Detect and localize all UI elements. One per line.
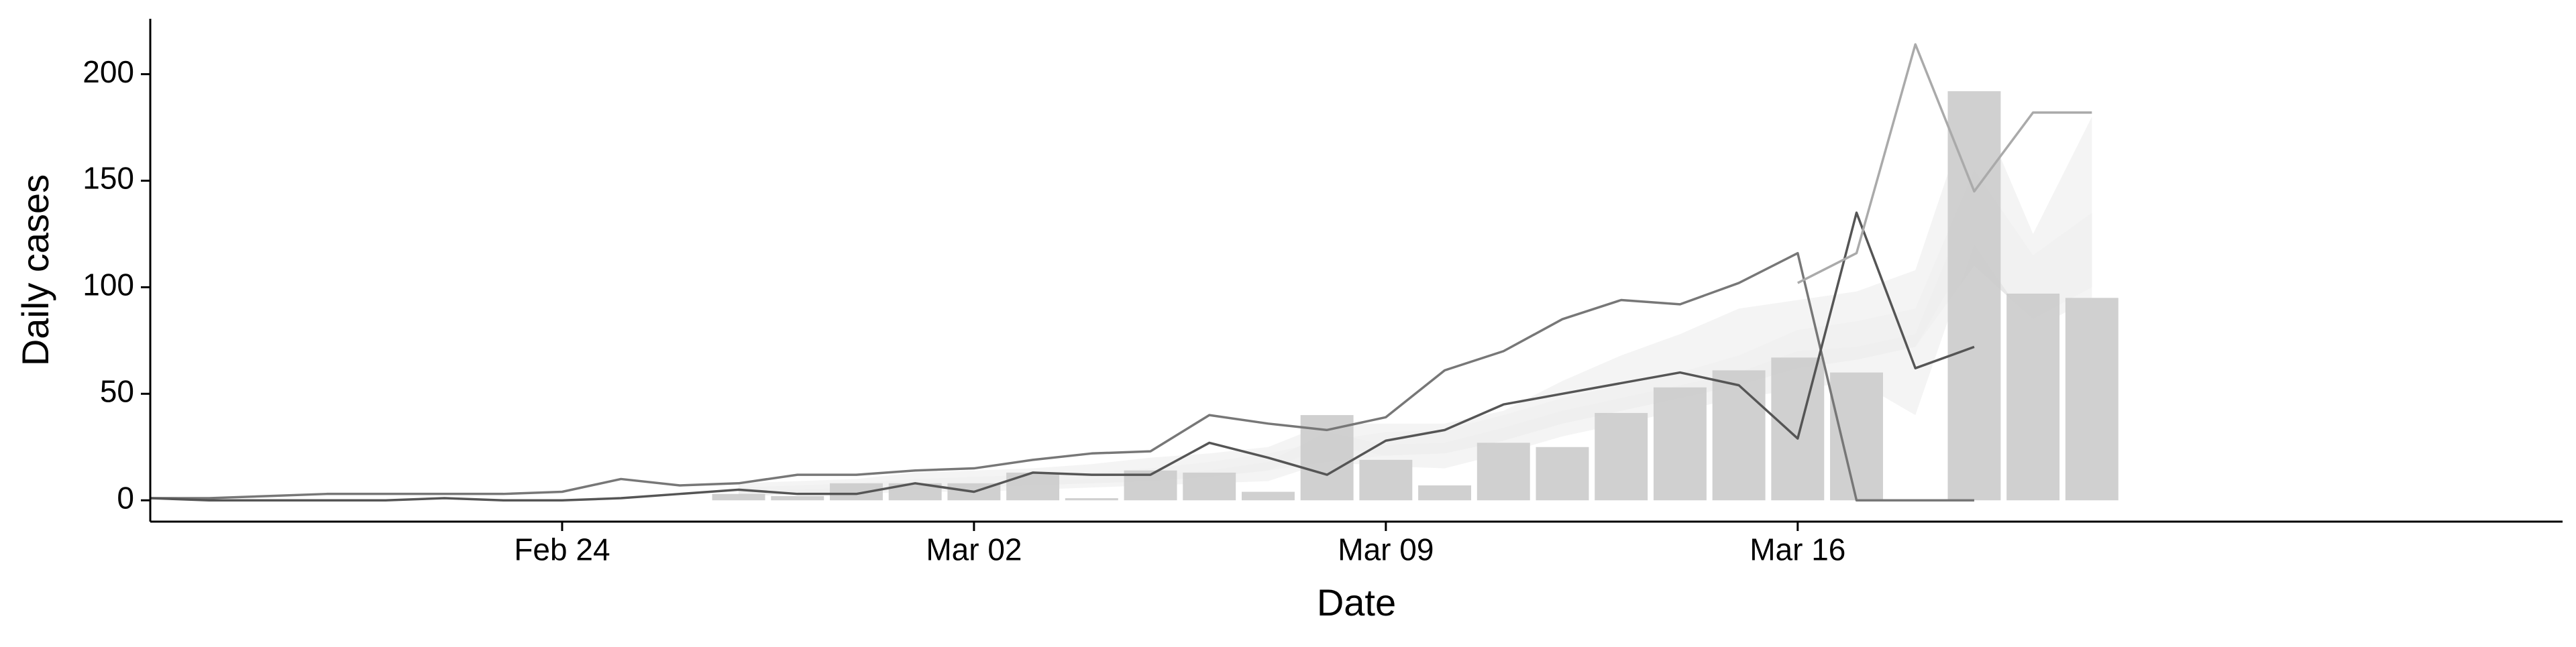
y-tick-label-100: 100 xyxy=(83,268,134,302)
line-2 xyxy=(1797,43,2092,284)
x-axis-title: Date xyxy=(1317,581,1396,624)
line-1 xyxy=(150,211,1975,502)
x-tick-label-2020-02-24: Feb 24 xyxy=(514,532,610,567)
bar-2020-03-10 xyxy=(1418,485,1472,501)
bar-2020-02-28 xyxy=(771,495,824,501)
x-tick-label-2020-03-02: Mar 02 xyxy=(926,532,1022,567)
bar-2020-03-11 xyxy=(1477,443,1530,501)
bar-2020-03-03 xyxy=(1006,472,1060,501)
y-axis-title: Daily cases xyxy=(14,174,56,366)
bar-2020-03-21 xyxy=(2065,298,2118,501)
bar-2020-03-16 xyxy=(1771,357,1825,501)
bar-2020-02-27 xyxy=(712,493,765,501)
bars-group xyxy=(712,91,2118,501)
bar-2020-03-15 xyxy=(1712,370,1766,501)
bar-2020-03-19 xyxy=(1947,91,2001,501)
bar-2020-03-06 xyxy=(1183,472,1236,501)
lines-group xyxy=(150,43,2092,502)
x-ticks: Feb 24 Mar 02 Mar 09 Mar 16 xyxy=(514,522,1845,567)
bar-2020-03-04 xyxy=(1065,498,1118,501)
y-tick-label-150: 150 xyxy=(83,161,134,196)
y-tick-label-0: 0 xyxy=(117,480,134,515)
y-ticks: 0 50 100 150 200 xyxy=(83,54,150,515)
bar-2020-03-14 xyxy=(1653,387,1707,501)
bar-2020-03-20 xyxy=(2006,293,2060,501)
x-tick-label-2020-03-09: Mar 09 xyxy=(1338,532,1434,567)
bar-2020-02-29 xyxy=(830,483,883,501)
bar-2020-03-07 xyxy=(1241,491,1295,501)
y-tick-label-50: 50 xyxy=(100,373,134,408)
bar-2020-03-09 xyxy=(1359,459,1413,501)
y-tick-label-200: 200 xyxy=(83,54,134,89)
axes-group xyxy=(149,19,2563,523)
x-tick-label-2020-03-16: Mar 16 xyxy=(1750,532,1845,567)
bar-2020-03-13 xyxy=(1595,412,1648,501)
line-0 xyxy=(150,251,1974,502)
bar-2020-03-17 xyxy=(1830,372,1883,501)
bar-2020-03-12 xyxy=(1536,447,1589,501)
